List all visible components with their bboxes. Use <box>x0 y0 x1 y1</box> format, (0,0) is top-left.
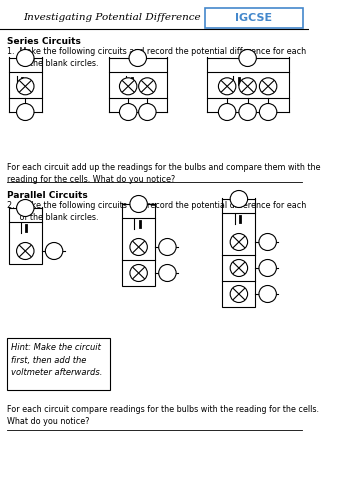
Ellipse shape <box>259 260 276 276</box>
Ellipse shape <box>159 238 176 256</box>
Ellipse shape <box>230 286 247 302</box>
Text: Investigating Potential Difference: Investigating Potential Difference <box>23 14 200 22</box>
Ellipse shape <box>139 78 156 95</box>
Ellipse shape <box>130 196 147 212</box>
Ellipse shape <box>259 234 276 250</box>
Ellipse shape <box>239 50 256 66</box>
Bar <box>7 338 110 390</box>
Text: Hint: Make the circuit
first, then add the
voltmeter afterwards.: Hint: Make the circuit first, then add t… <box>11 343 103 377</box>
Ellipse shape <box>130 238 147 256</box>
Text: 2.  Make the following circuits and record the potential difference for each
   : 2. Make the following circuits and recor… <box>7 201 306 222</box>
Ellipse shape <box>119 104 137 120</box>
Bar <box>222 213 256 307</box>
Text: 1.  Make the following circuits and record the potential difference for each
   : 1. Make the following circuits and recor… <box>7 47 306 68</box>
Bar <box>205 8 303 28</box>
Ellipse shape <box>239 104 256 120</box>
Ellipse shape <box>17 104 34 120</box>
Ellipse shape <box>230 260 247 276</box>
Ellipse shape <box>17 200 34 216</box>
Text: Series Circuits: Series Circuits <box>7 37 81 46</box>
Text: Parallel Circuits: Parallel Circuits <box>7 191 88 200</box>
Text: IGCSE: IGCSE <box>235 13 272 23</box>
Ellipse shape <box>17 50 34 66</box>
Bar <box>9 222 42 264</box>
Ellipse shape <box>230 190 247 208</box>
Ellipse shape <box>218 78 236 95</box>
Text: For each circuit add up the readings for the bulbs and compare them with the
rea: For each circuit add up the readings for… <box>7 163 320 184</box>
Ellipse shape <box>259 104 277 120</box>
Bar <box>207 72 289 98</box>
Ellipse shape <box>230 234 247 250</box>
Text: For each circuit compare readings for the bulbs with the reading for the cells.
: For each circuit compare readings for th… <box>7 405 319 426</box>
Ellipse shape <box>129 50 147 66</box>
Ellipse shape <box>130 264 147 281</box>
Ellipse shape <box>239 78 256 95</box>
Bar <box>9 72 42 98</box>
Ellipse shape <box>45 242 63 260</box>
Ellipse shape <box>119 78 137 95</box>
Ellipse shape <box>259 78 277 95</box>
Ellipse shape <box>218 104 236 120</box>
Ellipse shape <box>17 242 34 260</box>
Ellipse shape <box>159 264 176 281</box>
Ellipse shape <box>17 78 34 95</box>
Bar <box>122 218 155 286</box>
Bar <box>109 72 166 98</box>
Ellipse shape <box>259 286 276 302</box>
Ellipse shape <box>139 104 156 120</box>
